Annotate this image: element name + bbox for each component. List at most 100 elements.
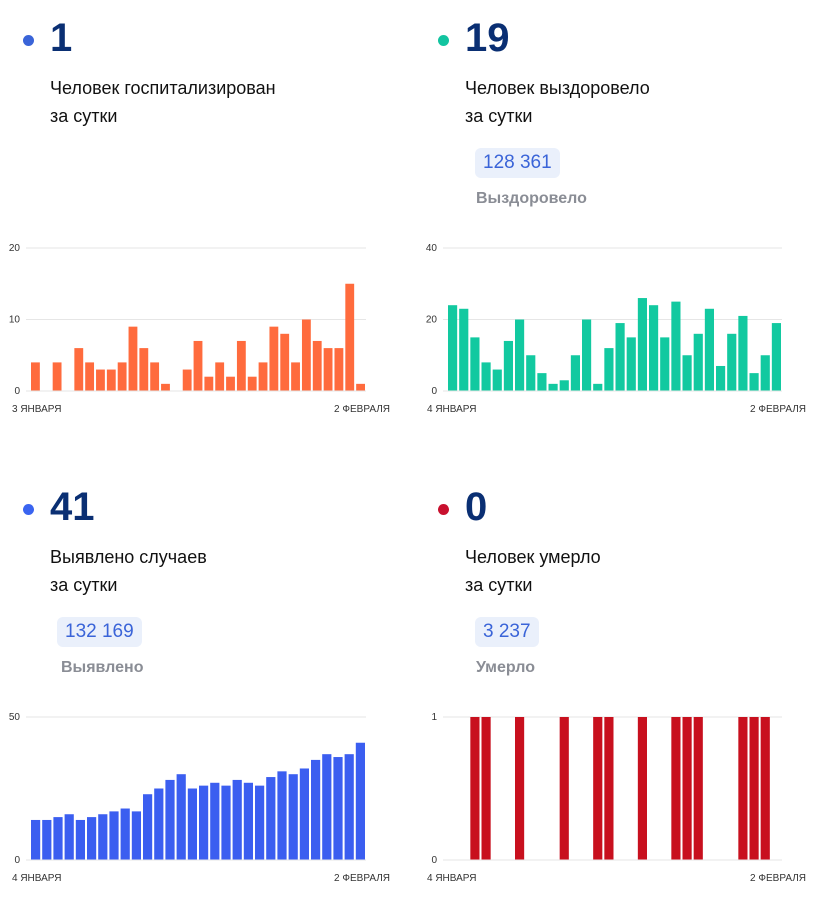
bar bbox=[221, 785, 231, 860]
metric-label-line1: Человек госпитализирован bbox=[50, 78, 276, 98]
bar bbox=[704, 308, 714, 391]
bar bbox=[481, 717, 491, 860]
y-tick-label: 0 bbox=[431, 855, 437, 866]
bar bbox=[161, 383, 170, 391]
bar bbox=[232, 779, 242, 860]
bar bbox=[322, 754, 332, 860]
bar bbox=[738, 717, 748, 860]
y-tick-label: 0 bbox=[431, 386, 437, 397]
panel-hospitalized: 1 Человек госпитализирован за сутки 0 10 2… bbox=[0, 0, 414, 454]
bar bbox=[277, 771, 287, 860]
bar bbox=[106, 369, 116, 391]
bar bbox=[165, 779, 175, 860]
bar bbox=[53, 817, 63, 860]
bar bbox=[31, 362, 40, 391]
bar bbox=[75, 819, 85, 860]
daily-number: 1 bbox=[50, 16, 73, 60]
bar bbox=[243, 782, 253, 860]
daily-number: 41 bbox=[50, 485, 95, 529]
bar bbox=[738, 315, 748, 391]
bar bbox=[515, 717, 525, 860]
bar bbox=[312, 340, 322, 391]
x-end-label: 2 ФЕВРАЛЯ bbox=[750, 404, 806, 415]
panel-cases: 41 Выявлено случаев за сутки 132 169 Выя… bbox=[0, 469, 414, 923]
bar bbox=[356, 383, 365, 391]
panel-recovered: 19 Человек выздоровело за сутки 128 361 … bbox=[415, 0, 829, 454]
total-caption: Выздоровело bbox=[476, 190, 587, 207]
bar bbox=[176, 774, 186, 860]
bar bbox=[210, 782, 220, 860]
bar-chart-deaths: 0 1 4 ЯНВАРЯ 2 ФЕВРАЛЯ bbox=[427, 712, 806, 884]
bar bbox=[727, 333, 737, 391]
bar bbox=[345, 283, 355, 391]
bar bbox=[96, 369, 105, 391]
y-tick-label: 40 bbox=[426, 243, 438, 254]
bar bbox=[255, 785, 265, 860]
bar bbox=[515, 319, 525, 391]
bar bbox=[470, 337, 480, 391]
metric-label-line2: за сутки bbox=[50, 575, 118, 595]
bar bbox=[716, 365, 726, 391]
bullet-dot-icon bbox=[23, 504, 34, 515]
bar bbox=[604, 348, 614, 391]
bar bbox=[749, 373, 759, 391]
bar bbox=[615, 323, 625, 391]
bar bbox=[311, 759, 321, 860]
bar bbox=[150, 362, 160, 391]
bar bbox=[215, 362, 225, 391]
bar bbox=[526, 355, 536, 391]
bar-chart-cases: 0 50 4 ЯНВАРЯ 2 ФЕВРАЛЯ bbox=[9, 712, 390, 884]
bar bbox=[333, 757, 343, 860]
bar bbox=[693, 333, 703, 391]
bar bbox=[671, 301, 681, 391]
bar bbox=[649, 305, 659, 391]
bar bbox=[492, 369, 502, 391]
bar bbox=[334, 348, 344, 391]
bar bbox=[269, 326, 279, 391]
bar bbox=[660, 337, 670, 391]
bar bbox=[470, 717, 480, 860]
total-badge: 3 237 bbox=[475, 617, 539, 647]
bar bbox=[682, 355, 692, 391]
bar bbox=[355, 742, 365, 860]
bar bbox=[760, 717, 770, 860]
bar bbox=[154, 788, 164, 860]
bar bbox=[204, 376, 214, 391]
bar bbox=[637, 717, 647, 860]
bar bbox=[323, 348, 333, 391]
total-caption: Умерло bbox=[476, 659, 535, 676]
bar bbox=[131, 811, 141, 860]
bar bbox=[671, 717, 681, 860]
bar bbox=[87, 817, 97, 860]
x-start-label: 4 ЯНВАРЯ bbox=[427, 404, 476, 415]
bar bbox=[593, 383, 603, 391]
bar bbox=[120, 808, 130, 860]
total-badge: 132 169 bbox=[57, 617, 142, 647]
y-tick-label: 20 bbox=[426, 315, 438, 326]
metric-label: Человек выздоровело за сутки bbox=[465, 74, 650, 130]
bar bbox=[143, 794, 153, 860]
bar bbox=[42, 819, 52, 860]
bar bbox=[291, 362, 300, 391]
bar bbox=[236, 340, 246, 391]
metric-label-line1: Человек выздоровело bbox=[465, 78, 650, 98]
bar-chart-hospitalized: 0 10 20 3 ЯНВАРЯ 2 ФЕВРАЛЯ bbox=[9, 243, 390, 415]
y-tick-label: 50 bbox=[9, 712, 21, 723]
x-start-label: 3 ЯНВАРЯ bbox=[12, 404, 61, 415]
bar bbox=[626, 337, 636, 391]
bar bbox=[693, 717, 703, 860]
y-tick-label: 1 bbox=[431, 712, 437, 723]
bar bbox=[459, 308, 469, 391]
bar bbox=[109, 811, 119, 860]
bar bbox=[481, 362, 491, 391]
bar bbox=[117, 362, 127, 391]
bar bbox=[98, 814, 108, 860]
x-end-label: 2 ФЕВРАЛЯ bbox=[334, 404, 390, 415]
y-tick-label: 10 bbox=[9, 315, 21, 326]
bar bbox=[760, 355, 770, 391]
metric-label-line1: Человек умерло bbox=[465, 547, 601, 567]
bar bbox=[559, 717, 569, 860]
bar bbox=[503, 340, 513, 391]
bar bbox=[182, 369, 192, 391]
daily-number: 0 bbox=[465, 485, 488, 529]
